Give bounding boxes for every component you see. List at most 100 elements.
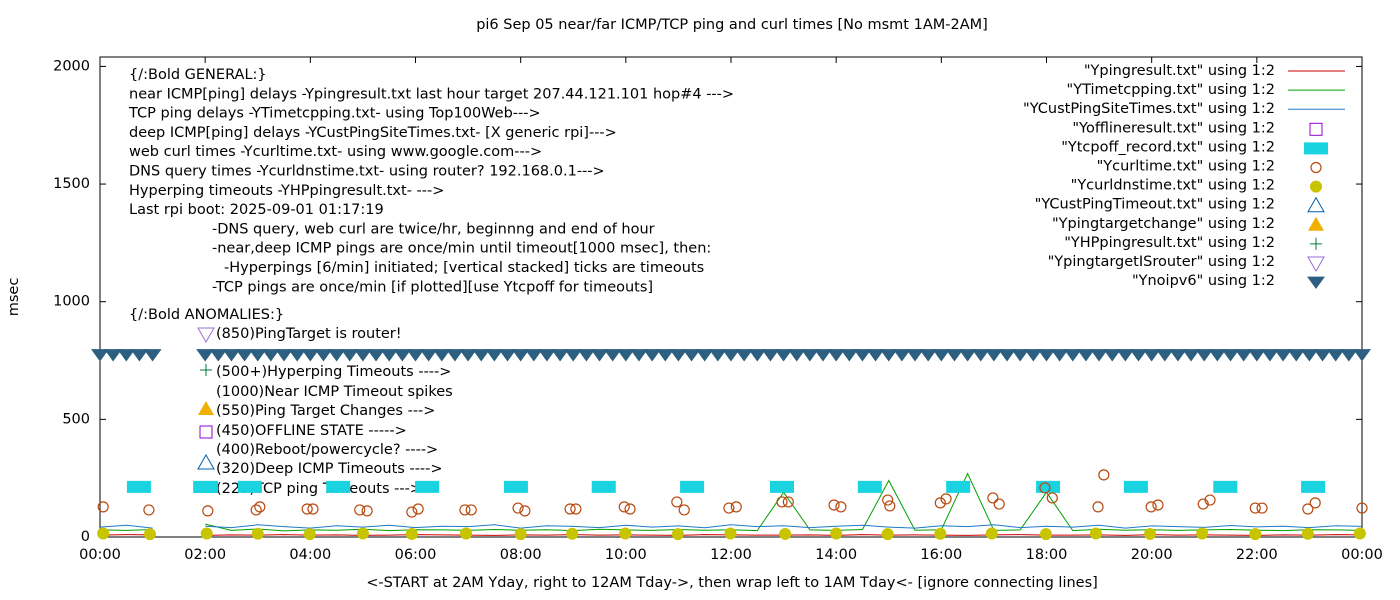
data-point bbox=[1142, 349, 1161, 362]
x-tick-label: 20:00 bbox=[1131, 547, 1173, 563]
data-point bbox=[472, 349, 491, 362]
data-point bbox=[827, 349, 846, 362]
data-point bbox=[603, 349, 622, 362]
data-point bbox=[303, 528, 316, 541]
data-point bbox=[828, 499, 840, 511]
data-point bbox=[459, 504, 471, 516]
legend-label: "YHPpingresult.txt" using 1:2 bbox=[1064, 235, 1275, 251]
data-point bbox=[340, 349, 359, 362]
data-point bbox=[958, 349, 977, 362]
data-point bbox=[200, 527, 213, 540]
annotation: web curl times -Ycurltime.txt- using www… bbox=[129, 144, 542, 160]
data-point bbox=[782, 496, 794, 508]
data-point bbox=[779, 527, 792, 540]
annotation: near ICMP[ping] delays -Ypingresult.txt … bbox=[129, 86, 734, 102]
data-point bbox=[774, 349, 793, 362]
data-point bbox=[1204, 494, 1216, 506]
data-point bbox=[1256, 502, 1268, 514]
x-tick-label: 00:00 bbox=[1341, 547, 1383, 563]
data-point bbox=[985, 527, 998, 540]
data-point bbox=[202, 505, 214, 517]
data-point bbox=[1260, 349, 1279, 362]
data-point bbox=[695, 349, 714, 362]
data-point bbox=[879, 349, 898, 362]
data-point bbox=[511, 349, 530, 362]
data-point bbox=[126, 480, 151, 493]
data-point bbox=[1168, 349, 1187, 362]
series-line bbox=[205, 524, 1363, 529]
legend-label: "YTimetcpping.txt" using 1:2 bbox=[1067, 82, 1275, 98]
data-point bbox=[254, 501, 266, 513]
series-line bbox=[99, 529, 153, 531]
annotation: Last rpi boot: 2025-09-01 01:17:19 bbox=[129, 202, 384, 218]
data-point bbox=[1129, 349, 1148, 362]
annotation: (550)Ping Target Changes ---> bbox=[216, 403, 435, 419]
data-point bbox=[406, 506, 418, 518]
data-point bbox=[770, 480, 795, 493]
legend-swatch bbox=[1307, 256, 1325, 273]
data-point bbox=[678, 504, 690, 516]
data-point bbox=[235, 349, 254, 362]
annotation: (450)OFFLINE STATE -----> bbox=[216, 423, 407, 439]
legend-label: "Ypingresult.txt" using 1:2 bbox=[1084, 63, 1275, 79]
data-point bbox=[512, 502, 524, 514]
data-point bbox=[1182, 349, 1201, 362]
data-point bbox=[1247, 349, 1266, 362]
data-point bbox=[393, 349, 412, 362]
annotation: -DNS query, web curl are twice/hr, begin… bbox=[212, 221, 655, 237]
data-point bbox=[445, 349, 464, 362]
data-point bbox=[735, 349, 754, 362]
data-point bbox=[919, 349, 938, 362]
data-point bbox=[143, 349, 162, 362]
data-point bbox=[723, 502, 735, 514]
data-point bbox=[853, 349, 872, 362]
data-point bbox=[566, 527, 579, 540]
data-point bbox=[1249, 502, 1261, 514]
data-point bbox=[1145, 501, 1157, 513]
data-point bbox=[97, 527, 110, 540]
data-point bbox=[117, 349, 136, 362]
y-tick-label: 0 bbox=[81, 529, 90, 545]
data-point bbox=[314, 349, 333, 362]
data-point bbox=[724, 527, 737, 540]
legend-label: "Yofflineresult.txt" using 1:2 bbox=[1072, 120, 1275, 136]
data-point bbox=[193, 480, 218, 493]
data-point bbox=[643, 349, 662, 362]
data-point bbox=[1144, 527, 1157, 540]
data-point bbox=[432, 349, 451, 362]
data-point bbox=[570, 503, 582, 515]
data-point bbox=[840, 349, 859, 362]
data-point bbox=[326, 480, 351, 493]
data-point bbox=[524, 349, 543, 362]
data-point bbox=[465, 504, 477, 516]
legend-label: "Ynoipv6" using 1:2 bbox=[1132, 273, 1275, 289]
data-point bbox=[1300, 349, 1319, 362]
data-point bbox=[209, 349, 228, 362]
data-point bbox=[519, 505, 531, 517]
legend-label: "Ycurldnstime.txt" using 1:2 bbox=[1071, 178, 1275, 194]
data-point bbox=[680, 480, 705, 493]
annotation: (500+)Hyperping Timeouts ----> bbox=[216, 364, 451, 380]
data-point bbox=[618, 501, 630, 513]
data-point bbox=[415, 480, 440, 493]
data-point bbox=[932, 349, 951, 362]
data-point bbox=[619, 527, 632, 540]
data-point bbox=[624, 503, 636, 515]
y-tick-label: 2000 bbox=[53, 58, 90, 74]
data-point bbox=[591, 480, 616, 493]
data-point bbox=[1152, 499, 1164, 511]
data-point bbox=[1301, 480, 1326, 493]
data-point bbox=[248, 349, 267, 362]
chart-title: pi6 Sep 05 near/far ICMP/TCP ping and cu… bbox=[476, 17, 988, 33]
data-point bbox=[945, 349, 964, 362]
data-point bbox=[1090, 349, 1109, 362]
data-point bbox=[1098, 469, 1110, 481]
data-point bbox=[459, 349, 478, 362]
data-point bbox=[998, 349, 1017, 362]
data-point bbox=[406, 349, 425, 362]
data-point bbox=[881, 528, 894, 541]
data-point bbox=[104, 349, 123, 362]
annotation: -Hyperpings [6/min] initiated; [vertical… bbox=[224, 260, 704, 276]
data-point bbox=[1309, 497, 1321, 509]
